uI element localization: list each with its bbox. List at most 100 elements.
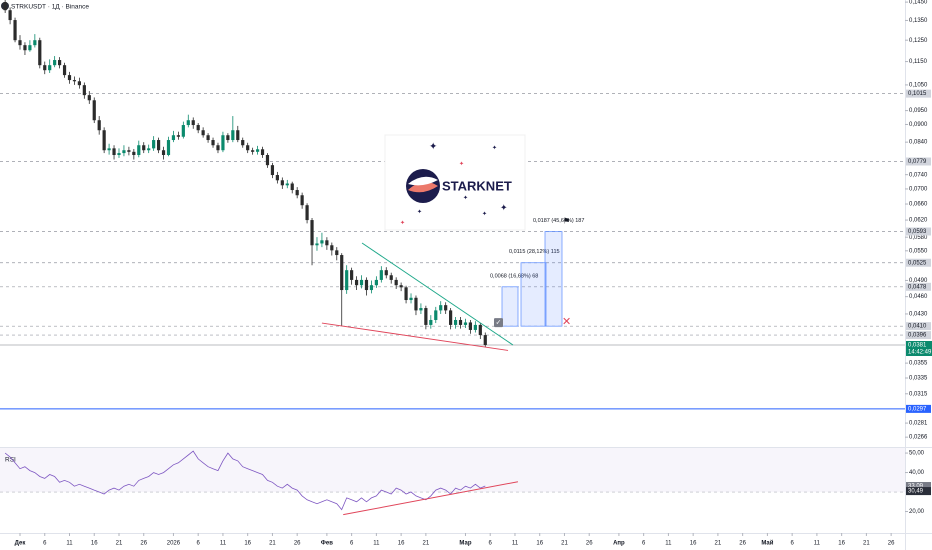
candle-body (369, 285, 374, 291)
current-price-bg (906, 340, 932, 356)
last-value-bg (906, 487, 931, 496)
candle-body (295, 190, 299, 196)
cross-icon: ✕ (562, 316, 571, 328)
logo-text: STARKNET (442, 178, 512, 193)
y-tick-label: 0,0660 (909, 202, 928, 208)
star: ✦ (459, 161, 464, 168)
target-box (544, 231, 563, 327)
level-label: 0,0593 (908, 229, 927, 235)
y-tick-label: 0,1250 (909, 38, 928, 44)
trendline (361, 242, 514, 346)
target-label: 0,0187 (45,66%) 187 (533, 218, 584, 224)
level-label-bg (906, 282, 931, 291)
candle-body (211, 140, 215, 146)
y-tick-label: 0,0840 (909, 140, 928, 146)
y-tick-label: 50,00 (909, 451, 925, 457)
rsi-line (4, 450, 486, 511)
price-label-bg (906, 404, 931, 413)
candle-body (38, 40, 42, 66)
x-tick-label: 16 (838, 541, 845, 547)
candle-body (196, 125, 200, 131)
candle-body (122, 150, 126, 154)
star: ✦ (482, 211, 487, 218)
candle-body (53, 60, 57, 66)
x-tick-label: 26 (294, 541, 301, 547)
candle-body (221, 135, 225, 151)
y-tick-label: 0,0580 (909, 235, 928, 241)
level-label: 0,1015 (908, 91, 927, 97)
x-tick-label: 26 (586, 541, 593, 547)
x-tick-label: 6 (642, 541, 646, 547)
x-tick-label: 21 (423, 541, 430, 547)
x-tick-label: 6 (489, 541, 493, 547)
candle-body (330, 245, 334, 251)
level-label: 0,0410 (908, 324, 927, 330)
candle-body (384, 270, 388, 276)
candle-body (463, 322, 468, 325)
x-tick-label: 21 (863, 541, 870, 547)
candle-body (23, 45, 27, 51)
level-label-bg (906, 331, 931, 340)
candle-body (389, 275, 393, 280)
last-value-bg (906, 482, 931, 491)
candle-body (87, 95, 91, 101)
candle-body (419, 308, 423, 311)
y-tick-label: 0,0281 (909, 421, 928, 427)
star: ✦ (400, 220, 405, 227)
logo-wave (408, 176, 438, 186)
x-tick-label: 16 (244, 541, 251, 547)
candle-body (62, 65, 67, 76)
candle-body (458, 319, 463, 325)
candle-body (132, 151, 136, 156)
candle-body (439, 305, 443, 311)
level-label-bg (906, 322, 931, 331)
candle-body (3, 2, 7, 11)
candle-body (77, 81, 81, 86)
price-label: 0,0297 (908, 406, 927, 412)
check-mark: ✓ (496, 320, 502, 327)
x-tick-label: 16 (91, 541, 98, 547)
x-tick-label: 11 (220, 541, 227, 547)
x-tick-label: 6 (43, 541, 47, 547)
star: ✦ (492, 145, 497, 152)
y-tick-label: 0,0620 (909, 218, 928, 224)
candle-body (246, 145, 250, 151)
candle-body (409, 297, 413, 301)
candle-body (191, 120, 195, 126)
candle-body (226, 135, 230, 141)
level-label: 0,0779 (908, 159, 927, 165)
last-value-label: 33,09 (908, 484, 924, 490)
candle-body (92, 100, 96, 121)
candle-body (206, 135, 210, 141)
last-value-label: 30,49 (908, 489, 924, 495)
candle-body (265, 155, 270, 166)
x-tick-label: Апр (613, 541, 625, 547)
candle-body (290, 183, 294, 191)
candle-body (434, 310, 438, 320)
level-label: 0,0396 (908, 333, 927, 339)
candle-body (354, 279, 359, 286)
candle-body (424, 308, 428, 325)
y-tick-label: 0,0550 (909, 248, 928, 254)
candle-body (310, 220, 314, 246)
x-tick-label: 16 (398, 541, 405, 547)
x-tick-label: Май (761, 540, 773, 547)
candle-body (275, 175, 279, 181)
candle-body (300, 195, 304, 206)
x-tick-label: 2026 (167, 541, 181, 547)
y-tick-label: 0,1350 (909, 18, 928, 24)
candle-body (147, 148, 151, 151)
rsi-trendline (343, 481, 519, 516)
candle-body (142, 145, 146, 151)
candle-body (112, 148, 116, 156)
candle-body (468, 322, 473, 330)
candle-body (379, 270, 383, 280)
candle-body (201, 130, 205, 136)
logo-card: STARKNET ✦ ✦ ✦ ✦ ✦ ✦ ✦ ✦ (384, 134, 526, 231)
level-label-bg (906, 157, 931, 166)
x-tick-label: 11 (814, 541, 821, 547)
candle-body (8, 10, 12, 21)
candle-body (255, 149, 260, 152)
